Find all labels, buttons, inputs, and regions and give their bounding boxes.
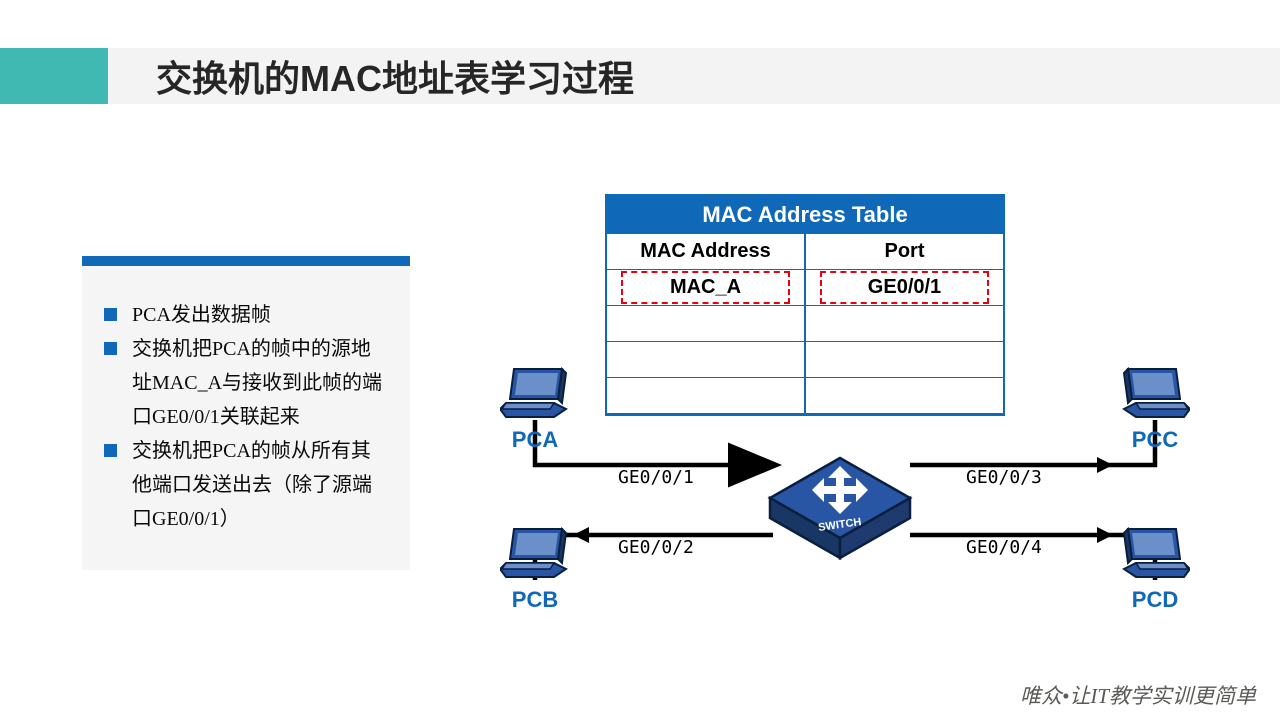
mac-col-port: Port [806,234,1003,270]
computer-icon [500,525,570,580]
pc-pcd: PCD [1120,525,1190,613]
title-accent-block [0,48,108,104]
pc-pca: PCA [500,365,570,453]
mac-table-header: MAC Address Port [607,234,1003,270]
pc-label: PCA [500,427,570,453]
switch-icon: SWITCH [760,450,920,570]
mac-table-row [607,306,1003,342]
bullet-list: PCA发出数据帧 交换机把PCA的帧中的源地址MAC_A与接收到此帧的端口GE0… [82,266,410,570]
port-label-1: GE0/0/1 [618,467,694,488]
port-label-4: GE0/0/4 [966,537,1042,558]
pc-pcc: PCC [1120,365,1190,453]
network-diagram: GE0/0/1 GE0/0/2 GE0/0/3 GE0/0/4 SWITCH P… [490,370,1210,630]
pc-label: PCC [1120,427,1190,453]
mac-cell: GE0/0/1 [806,270,1003,306]
port-label-2: GE0/0/2 [618,537,694,558]
computer-icon [500,365,570,420]
footer-slogan: 唯众•让IT教学实训更简单 [1020,680,1256,710]
computer-icon [1120,365,1190,420]
mac-col-mac: MAC Address [607,234,806,270]
port-label-3: GE0/0/3 [966,467,1042,488]
bullet-item: 交换机把PCA的帧从所有其他端口发送出去（除了源端口GE0/0/1） [104,434,390,536]
port-value: GE0/0/1 [868,276,941,299]
title-background: 交换机的MAC地址表学习过程 [108,48,1280,104]
mac-table-title: MAC Address Table [607,196,1003,234]
computer-icon [1120,525,1190,580]
mac-table-row: MAC_A GE0/0/1 [607,270,1003,306]
mac-value: MAC_A [670,276,741,299]
pc-label: PCB [500,587,570,613]
mac-cell [607,306,806,342]
mac-cell: MAC_A [607,270,806,306]
bullet-item: 交换机把PCA的帧中的源地址MAC_A与接收到此帧的端口GE0/0/1关联起来 [104,332,390,434]
page-title: 交换机的MAC地址表学习过程 [156,50,634,102]
bullet-item: PCA发出数据帧 [104,298,390,332]
bullet-box-accent [82,256,410,266]
pc-label: PCD [1120,587,1190,613]
mac-cell [806,306,1003,342]
bullet-box: PCA发出数据帧 交换机把PCA的帧中的源地址MAC_A与接收到此帧的端口GE0… [82,256,410,570]
title-bar: 交换机的MAC地址表学习过程 [0,48,1280,104]
pc-pcb: PCB [500,525,570,613]
